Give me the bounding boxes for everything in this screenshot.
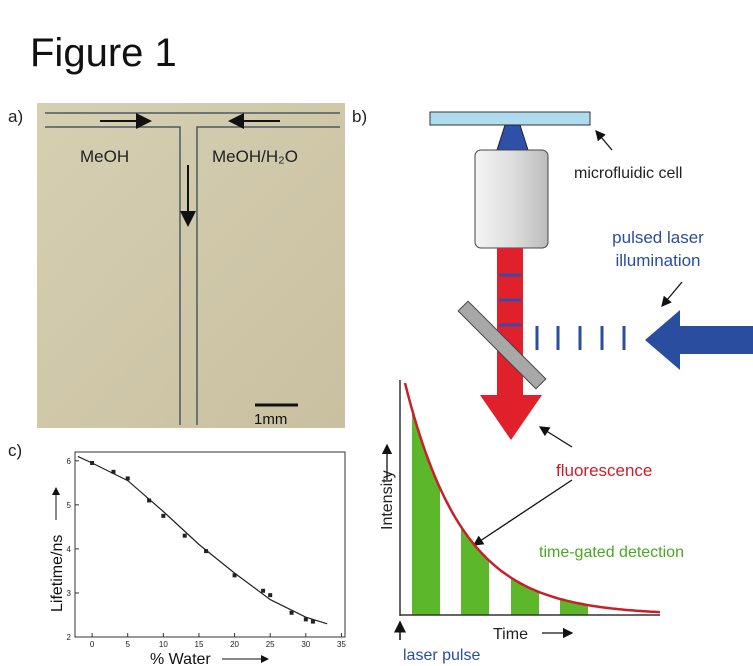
data-point bbox=[303, 617, 308, 622]
x-tick-label: 15 bbox=[195, 640, 204, 649]
panel-label: b) bbox=[352, 107, 367, 126]
annotation: illumination bbox=[615, 251, 700, 270]
data-point bbox=[232, 573, 237, 578]
scale-bar-label: 1mm bbox=[254, 411, 287, 428]
fit-line bbox=[77, 455, 328, 625]
y-tick-label: 6 bbox=[67, 457, 72, 466]
data-point bbox=[161, 513, 166, 518]
figure-title: Figure 1 bbox=[30, 31, 177, 75]
y-tick-label: 2 bbox=[67, 633, 72, 642]
data-point bbox=[261, 588, 266, 593]
x-tick-label: 10 bbox=[159, 640, 168, 649]
data-point bbox=[268, 593, 273, 598]
y-tick-label: 4 bbox=[67, 545, 72, 554]
annotation: microfluidic cell bbox=[574, 165, 682, 182]
annotation: time-gated detection bbox=[539, 544, 684, 561]
x-tick-label: 25 bbox=[266, 640, 275, 649]
plot: 0 5 10 15 20 25 30 35 2 3 4 5 6 % Water Lifetime/ns bbox=[49, 451, 346, 666]
data-point bbox=[182, 533, 187, 538]
stream-label: MeOH bbox=[80, 147, 129, 166]
data-point bbox=[204, 549, 209, 554]
data-point bbox=[289, 610, 294, 615]
data-point bbox=[310, 619, 315, 624]
annotation: laser pulse bbox=[403, 647, 480, 664]
panel-label: c) bbox=[8, 441, 22, 460]
data-point bbox=[147, 498, 152, 503]
x-tick-label: 20 bbox=[230, 640, 239, 649]
gate-window bbox=[461, 526, 489, 615]
x-tick-label: 0 bbox=[90, 640, 95, 649]
stream-label: MeOH/H₂O bbox=[212, 147, 298, 166]
data-point bbox=[111, 469, 116, 474]
y-tick-label: 5 bbox=[67, 501, 72, 510]
data-point bbox=[125, 476, 130, 481]
y-axis-label: Lifetime/ns bbox=[49, 535, 66, 612]
annotation: pulsed laser bbox=[612, 228, 704, 247]
micrograph bbox=[37, 103, 345, 428]
annotation: fluorescence bbox=[556, 461, 652, 480]
x-axis-label: % Water bbox=[150, 651, 211, 666]
x-tick-label: 35 bbox=[337, 640, 346, 649]
axis-label: Intensity bbox=[379, 470, 396, 530]
setup bbox=[381, 111, 753, 640]
x-tick-label: 5 bbox=[125, 640, 130, 649]
y-tick-label: 3 bbox=[67, 589, 72, 598]
gate-window bbox=[412, 409, 440, 615]
axis-label: Time bbox=[493, 626, 528, 643]
plot-frame bbox=[74, 451, 346, 638]
x-tick-label: 30 bbox=[301, 640, 310, 649]
gate-window bbox=[560, 599, 588, 615]
panel-label: a) bbox=[8, 107, 23, 126]
gate-window bbox=[511, 577, 539, 615]
